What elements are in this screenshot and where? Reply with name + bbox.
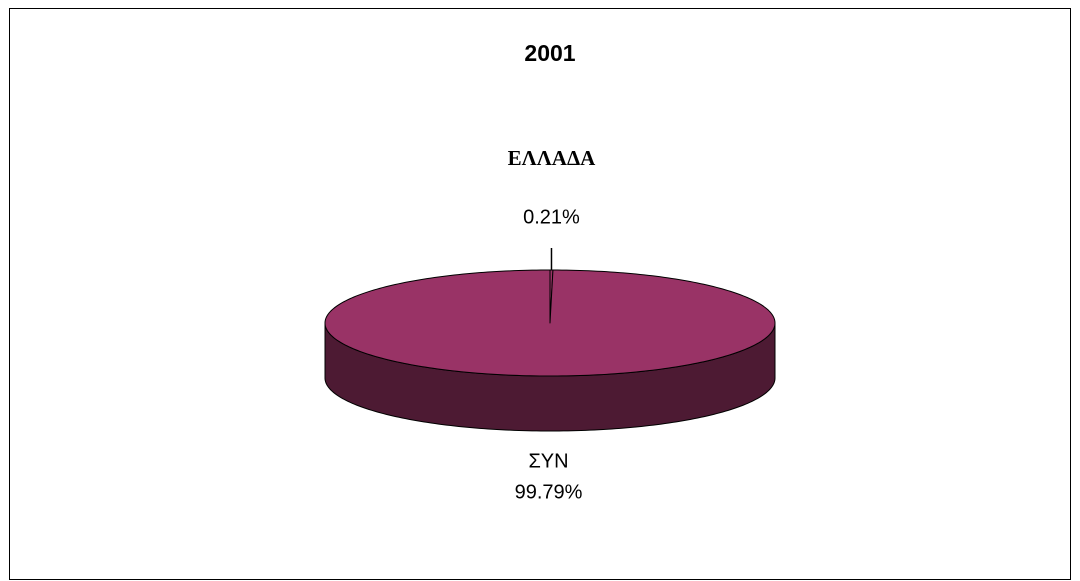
category-label: ΕΛΛΑΔΑ [508,146,596,170]
value-label: 0.21% [523,206,580,228]
value-label: 99.79% [515,481,583,503]
pie-slice [324,269,776,377]
chart-title: 2001 [524,40,575,66]
category-label: ΣΥΝ [528,450,568,472]
